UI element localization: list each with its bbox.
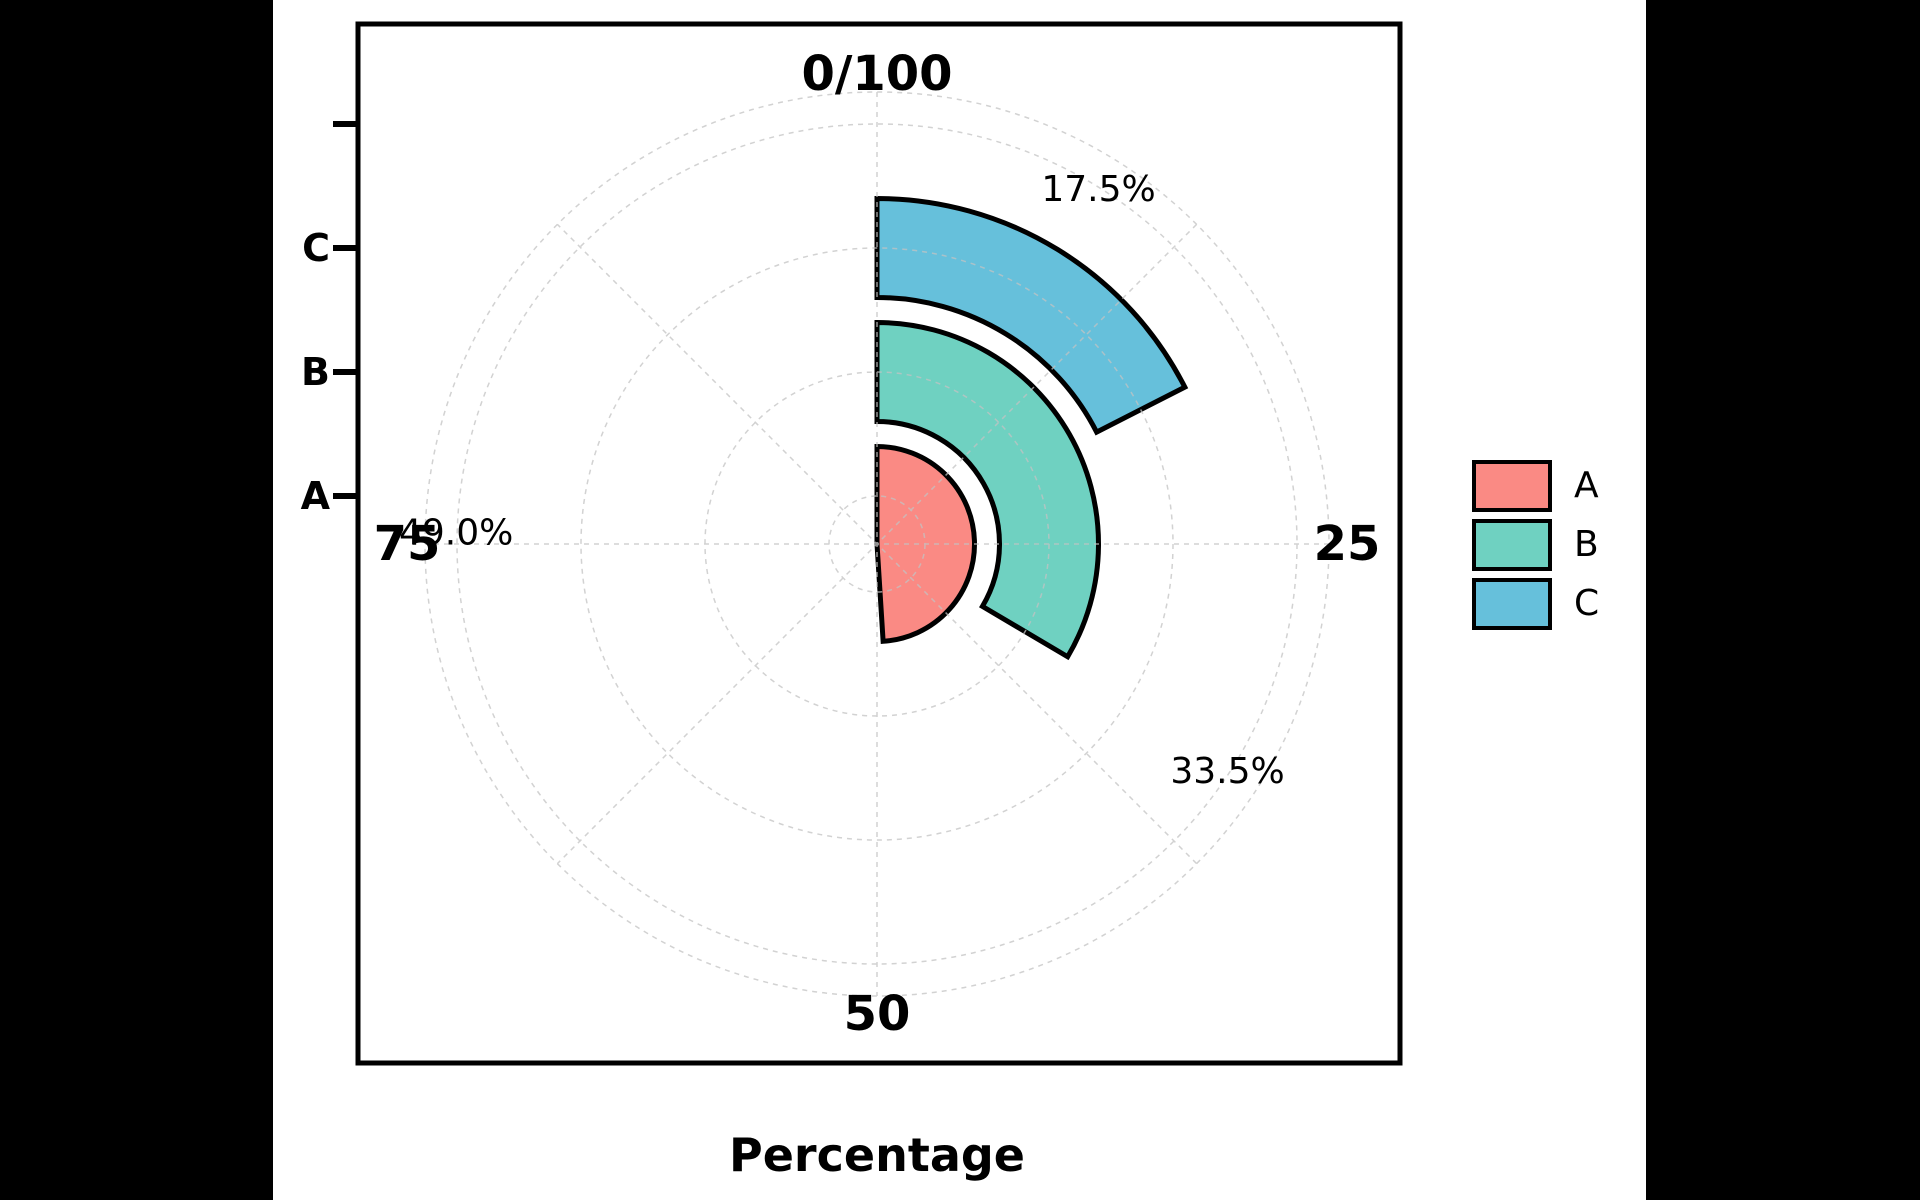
chart-title: Percentage: [729, 1128, 1025, 1182]
data-label: 49.0%: [399, 512, 513, 553]
bars-layer: [874, 195, 1189, 661]
legend-label-a: A: [1574, 465, 1599, 506]
data-label: 17.5%: [1041, 169, 1155, 210]
legend-item-c: C: [1472, 578, 1599, 630]
grid-circle: [580, 247, 1174, 841]
legend-item-a: A: [1472, 460, 1599, 512]
angular-tick-label: 25: [1314, 516, 1381, 572]
legend-swatch-b: [1472, 519, 1552, 571]
legend: A B C: [1472, 460, 1599, 637]
radial-axis: A B C: [301, 121, 358, 518]
radial-tick-label-a: A: [301, 474, 331, 518]
radial-tick-label-b: B: [301, 350, 330, 394]
angular-axis: 0/100 25 50 75: [374, 46, 1381, 1042]
bar-c: [874, 195, 1189, 436]
radial-tick-label-c: C: [302, 226, 330, 270]
angular-tick-label: 50: [844, 986, 911, 1042]
angular-tick-label: 0/100: [801, 46, 952, 102]
bar-b: [874, 319, 1101, 661]
grid-spoke: [556, 223, 1198, 865]
legend-swatch-a: [1472, 460, 1552, 512]
angular-tick-label: 75: [374, 516, 441, 572]
legend-swatch-c: [1472, 578, 1552, 630]
polar-grid: [424, 91, 1330, 997]
plot-frame: [355, 21, 1403, 1066]
legend-label-c: C: [1574, 583, 1600, 624]
legend-item-b: B: [1472, 519, 1599, 571]
data-labels: 49.0% 33.5% 17.5%: [399, 169, 1285, 792]
data-label: 33.5%: [1170, 751, 1284, 792]
legend-label-b: B: [1574, 524, 1599, 565]
